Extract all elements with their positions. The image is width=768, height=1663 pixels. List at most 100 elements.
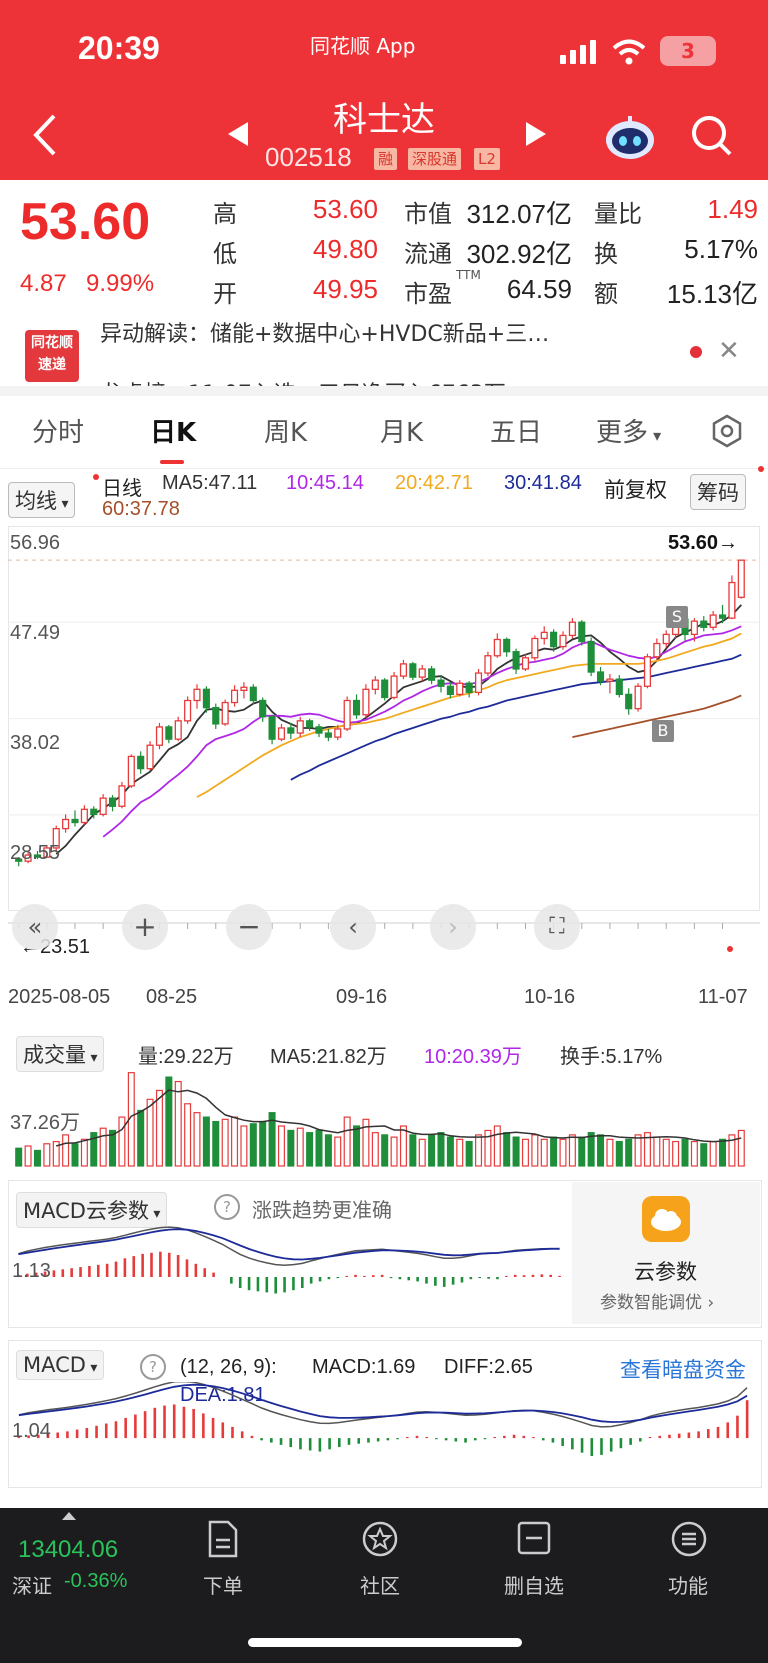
candlestick [202, 686, 210, 713]
volume-bar [324, 1134, 332, 1167]
candle-body [249, 686, 257, 702]
volume-bar [362, 1118, 370, 1167]
news-line-1[interactable]: 异动解读：储能+数据中心+HVDC新品+三… [100, 322, 550, 347]
dark-pool-link[interactable]: 查看暗盘资金 [620, 1358, 746, 1382]
settings-hexagon-icon[interactable] [710, 414, 744, 448]
tab-daily-k[interactable]: 日K [150, 418, 197, 448]
volume-chart[interactable] [8, 1066, 760, 1172]
candle-body [428, 668, 436, 681]
nav-remove-watchlist[interactable]: 删自选 [504, 1574, 564, 1598]
volume-turnover: 换手:5.17% [560, 1046, 663, 1068]
pan-left-icon[interactable]: ‹ [330, 904, 376, 950]
candle-body [155, 726, 164, 746]
close-news-icon[interactable]: ✕ [718, 336, 740, 366]
ma20-value: 20:42.71 [395, 472, 473, 494]
candlestick [615, 675, 623, 698]
tab-intraday[interactable]: 分时 [32, 418, 85, 448]
macd-chart[interactable] [10, 1382, 758, 1484]
y-axis-label: 47.49 [10, 622, 61, 644]
prev-stock-icon[interactable] [226, 120, 250, 148]
stock-name: 科士达 [333, 100, 435, 140]
fullscreen-icon[interactable]: ⛶ [534, 904, 580, 950]
candle-body [230, 689, 239, 704]
zoom-out-icon[interactable]: − [226, 904, 272, 950]
candlestick [62, 814, 70, 833]
ma-line-ma10 [102, 625, 742, 838]
candle-body [381, 679, 389, 699]
volume-bar [33, 1149, 41, 1167]
sell-signal-icon[interactable]: S [666, 606, 688, 628]
candle-body [409, 663, 417, 678]
candlestick [165, 724, 173, 744]
next-stock-icon[interactable] [524, 120, 548, 148]
expand-up-icon[interactable] [62, 1512, 76, 1520]
nav-community[interactable]: 社区 [360, 1574, 400, 1598]
candle-body [559, 634, 567, 648]
volratio-label: 量比 [594, 200, 642, 228]
candlestick [737, 559, 745, 599]
ma-line-ma5 [55, 604, 742, 855]
news-line-2[interactable]: 龙虎榜：11-07入选，三日净买入6763万 [100, 376, 506, 386]
order-icon[interactable] [206, 1520, 240, 1558]
candle-body [52, 827, 60, 849]
candlestick [296, 716, 304, 738]
nav-function[interactable]: 功能 [668, 1574, 708, 1598]
ma-line-label: 日线 [102, 478, 142, 500]
tab-monthly-k[interactable]: 月K [380, 418, 424, 448]
ma-selector[interactable]: 均线 ▾ [8, 482, 76, 518]
macd-value: MACD:1.69 [312, 1356, 416, 1378]
help-icon[interactable]: ? [214, 1194, 240, 1220]
volume-bar [43, 1143, 51, 1167]
rewind-icon[interactable]: « [12, 904, 58, 950]
tab-weekly-k[interactable]: 周K [264, 418, 308, 448]
community-icon[interactable] [360, 1520, 400, 1558]
volume-selector[interactable]: 成交量 ▾ [16, 1036, 105, 1072]
turnover-label: 换 [594, 240, 618, 268]
volume-bar [550, 1136, 558, 1167]
pan-right-icon[interactable]: › [430, 904, 476, 950]
candle-body [352, 699, 361, 716]
back-arrow-icon[interactable] [30, 110, 60, 160]
candlestick [550, 629, 558, 652]
candlestick [108, 795, 117, 812]
function-menu-icon[interactable] [670, 1520, 708, 1558]
macd-selector[interactable]: MACD ▾ [16, 1350, 105, 1380]
ma30-value: 30:41.84 [504, 472, 582, 494]
zoom-in-icon[interactable]: + [122, 904, 168, 950]
remove-watchlist-icon[interactable] [516, 1520, 552, 1556]
candlestick [230, 685, 239, 707]
robot-assistant-icon[interactable] [604, 114, 656, 160]
search-icon[interactable] [690, 114, 734, 158]
kline-chart[interactable] [8, 526, 760, 966]
macd-cloud-selector[interactable]: MACD云参数 ▾ [16, 1192, 168, 1228]
volume-bar [634, 1134, 642, 1167]
tab-more[interactable]: 更多 ▾ [596, 418, 662, 448]
x-axis-label: 09-16 [336, 986, 388, 1008]
float-value: 302.92亿 [466, 239, 572, 269]
volume-axis-label: 37.26万 [10, 1112, 81, 1134]
candle-body [418, 668, 426, 678]
macd-cloud-chart[interactable] [10, 1222, 570, 1322]
pe-label: 市盈 [404, 280, 452, 308]
index-value[interactable]: 13404.06 [18, 1536, 119, 1563]
nav-order[interactable]: 下单 [203, 1574, 243, 1598]
candlestick [634, 683, 642, 712]
buy-signal-icon[interactable]: B [652, 720, 674, 742]
macd-axis: 1.04 [12, 1420, 51, 1442]
volume-value: 量:29.22万 [138, 1046, 234, 1068]
candle-body [259, 699, 267, 718]
adjust-mode[interactable]: 前复权 [604, 478, 667, 502]
candle-body [362, 688, 370, 716]
candlestick [277, 723, 286, 742]
candle-body [240, 686, 248, 691]
chip-button[interactable]: 筹码 [690, 474, 746, 510]
candlestick [390, 672, 398, 700]
help-icon[interactable]: ? [140, 1354, 166, 1380]
tab-five-day[interactable]: 五日 [490, 418, 543, 448]
candlestick [99, 794, 107, 817]
candle-body [165, 726, 173, 740]
candle-body [662, 633, 670, 645]
candle-body [296, 720, 304, 734]
candlestick [512, 648, 520, 675]
